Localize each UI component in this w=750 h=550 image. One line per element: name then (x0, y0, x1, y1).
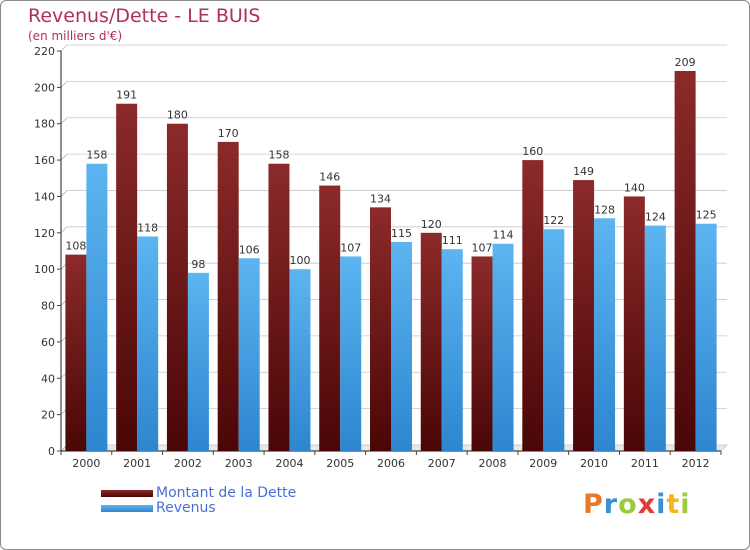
proxiti-logo: Proxiti (583, 489, 691, 520)
x-tick-label-2012: 2012 (682, 457, 710, 470)
gridline-join (60, 226, 68, 234)
logo-letter: P (583, 489, 604, 520)
y-tick-label: 60 (41, 336, 55, 349)
bar-revenus-2009 (543, 229, 565, 451)
chart-subtitle: (en milliers d'€) (28, 29, 123, 43)
data-label-dette-2010: 149 (573, 165, 594, 178)
bar-revenus-2000 (86, 163, 108, 451)
bar-dette-2006 (370, 207, 391, 451)
bar-revenus-2002 (187, 272, 209, 451)
legend-swatch-revenus (101, 505, 153, 512)
logo-letter: i (656, 489, 667, 520)
bar-dette-2005 (319, 185, 341, 451)
y-tick-label: 180 (34, 118, 55, 131)
data-label-dette-2007: 120 (421, 218, 442, 231)
y-tick-label: 220 (34, 45, 55, 58)
data-label-dette-2011: 140 (624, 181, 645, 194)
bar-revenus-2007 (441, 249, 463, 451)
data-label-revenus-2000: 158 (86, 149, 107, 162)
bar-revenus-2005 (340, 256, 362, 451)
data-label-revenus-2004: 100 (289, 254, 310, 267)
x-tick-label-2003: 2003 (225, 457, 253, 470)
data-label-revenus-2001: 118 (137, 221, 158, 234)
bar-dette-2002 (166, 123, 188, 452)
data-label-revenus-2003: 106 (239, 243, 260, 256)
bar-dette-2007 (420, 232, 442, 451)
data-label-dette-2009: 160 (522, 145, 543, 158)
chart-title: Revenus/Dette - LE BUIS (28, 5, 261, 27)
data-label-revenus-2007: 111 (442, 234, 463, 247)
data-label-dette-2001: 191 (116, 89, 137, 102)
bar-dette-2001 (116, 103, 138, 452)
data-label-dette-2003: 170 (218, 127, 239, 140)
y-tick-label: 0 (48, 445, 55, 458)
x-tick-label-2008: 2008 (479, 457, 507, 470)
data-label-revenus-2008: 114 (493, 229, 514, 242)
bar-dette-2000 (65, 254, 87, 451)
bar-revenus-2008 (492, 243, 514, 451)
data-label-dette-2000: 108 (65, 240, 86, 253)
gridline-join (60, 190, 68, 197)
data-label-dette-2008: 107 (472, 241, 493, 254)
data-label-revenus-2005: 107 (340, 241, 361, 254)
bar-revenus-2012 (695, 223, 717, 451)
gridline-join (60, 117, 68, 125)
logo-letter: o (618, 489, 638, 520)
x-tick-label-2010: 2010 (580, 457, 608, 470)
legend-label-dette: Montant de la Dette (156, 485, 297, 501)
data-label-revenus-2010: 128 (594, 203, 615, 216)
y-tick-label: 40 (41, 372, 55, 385)
bar-dette-2012 (674, 71, 696, 451)
data-label-dette-2002: 180 (167, 109, 188, 122)
y-tick-label: 100 (34, 263, 55, 276)
x-tick-label-2007: 2007 (428, 457, 456, 470)
y-tick-label: 80 (41, 300, 55, 313)
x-tick-label-2004: 2004 (275, 457, 303, 470)
bar-revenus-2004 (289, 269, 311, 451)
logo-letter: i (680, 489, 691, 520)
x-tick-label-2000: 2000 (72, 457, 100, 470)
legend-swatch-dette (101, 490, 153, 497)
bar-dette-2011 (623, 196, 645, 451)
y-tick-label: 20 (41, 409, 55, 422)
data-label-revenus-2012: 125 (696, 209, 717, 222)
data-label-dette-2006: 134 (370, 192, 391, 205)
bar-revenus-2010 (594, 218, 616, 451)
logo-letter: t (666, 489, 681, 520)
logo-letter: x (637, 489, 657, 520)
data-label-revenus-2011: 124 (645, 211, 666, 224)
legend-label-revenus: Revenus (156, 500, 216, 516)
x-tick-label-2006: 2006 (377, 457, 405, 470)
y-tick-label: 200 (34, 81, 55, 94)
bar-revenus-2006 (391, 241, 412, 451)
x-tick-label-2009: 2009 (529, 457, 557, 470)
y-tick-label: 140 (34, 190, 55, 203)
data-label-revenus-2009: 122 (543, 214, 564, 227)
gridline-join (60, 44, 68, 52)
bar-dette-2003 (217, 141, 239, 451)
y-tick-label: 160 (34, 154, 55, 167)
gridline-join (60, 81, 68, 88)
data-label-dette-2005: 146 (319, 171, 340, 184)
x-tick-label-2005: 2005 (326, 457, 354, 470)
x-tick-label-2011: 2011 (631, 457, 659, 470)
bar-revenus-2001 (137, 236, 159, 451)
bar-revenus-2003 (238, 258, 260, 451)
gridline-join (60, 153, 68, 161)
data-label-revenus-2002: 98 (191, 258, 205, 271)
bar-dette-2004 (268, 163, 290, 451)
x-tick-label-2002: 2002 (174, 457, 202, 470)
logo-letter: r (603, 489, 619, 520)
bar-revenus-2011 (644, 225, 666, 451)
data-label-dette-2012: 209 (675, 56, 696, 69)
x-tick-label-2001: 2001 (123, 457, 151, 470)
data-label-revenus-2006: 115 (391, 227, 412, 240)
bar-dette-2009 (522, 160, 544, 451)
y-tick-label: 120 (34, 227, 55, 240)
data-label-dette-2004: 158 (268, 149, 289, 162)
bar-dette-2008 (471, 256, 493, 451)
bar-dette-2010 (573, 180, 595, 451)
